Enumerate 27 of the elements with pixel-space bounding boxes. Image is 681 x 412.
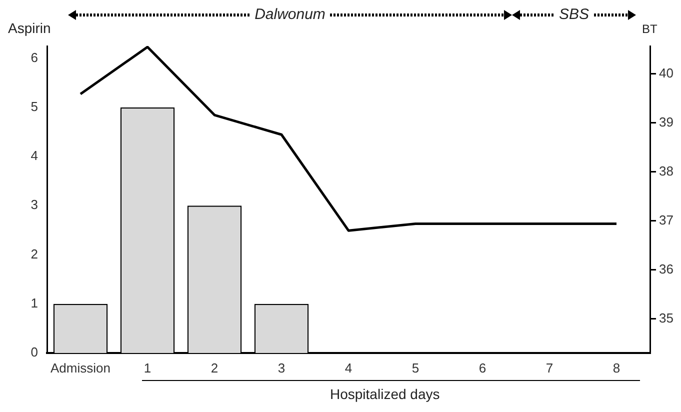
y-tick-label: 3 xyxy=(30,197,38,212)
x-tick-label: 3 xyxy=(278,360,286,376)
y2-tick-label: 38 xyxy=(659,163,674,178)
y-tick-label: 6 xyxy=(30,50,38,65)
x-tick-label: Admission xyxy=(50,360,110,376)
x-tick-label: 5 xyxy=(412,360,420,376)
x-tick-label: 2 xyxy=(210,360,218,376)
x-tick-label: 8 xyxy=(612,360,620,376)
x-tick-label: 1 xyxy=(144,360,152,376)
text: Dalwonum xyxy=(254,6,326,23)
y-axis-title: Aspirin xyxy=(8,20,51,36)
y-tick-label: 5 xyxy=(30,98,38,114)
y2-tick-label: 37 xyxy=(659,212,674,228)
y2-tick-label: 39 xyxy=(659,114,674,130)
x-axis-title: Hospitalized days xyxy=(330,386,440,402)
y-tick-label: 4 xyxy=(30,148,38,164)
y-tick-label: 2 xyxy=(30,246,38,262)
x-tick-label: 6 xyxy=(478,360,486,376)
y-tick-label: 1 xyxy=(30,295,38,310)
y2-axis-title: BT xyxy=(642,22,658,36)
text: SBS xyxy=(558,6,589,23)
x-tick-label: 7 xyxy=(546,360,554,376)
y2-tick-label: 36 xyxy=(659,261,674,276)
y2-tick-label: 35 xyxy=(659,310,674,326)
x-tick-label: 4 xyxy=(344,360,352,376)
y-tick-label: 0 xyxy=(30,344,38,360)
y2-tick-label: 40 xyxy=(659,65,674,80)
